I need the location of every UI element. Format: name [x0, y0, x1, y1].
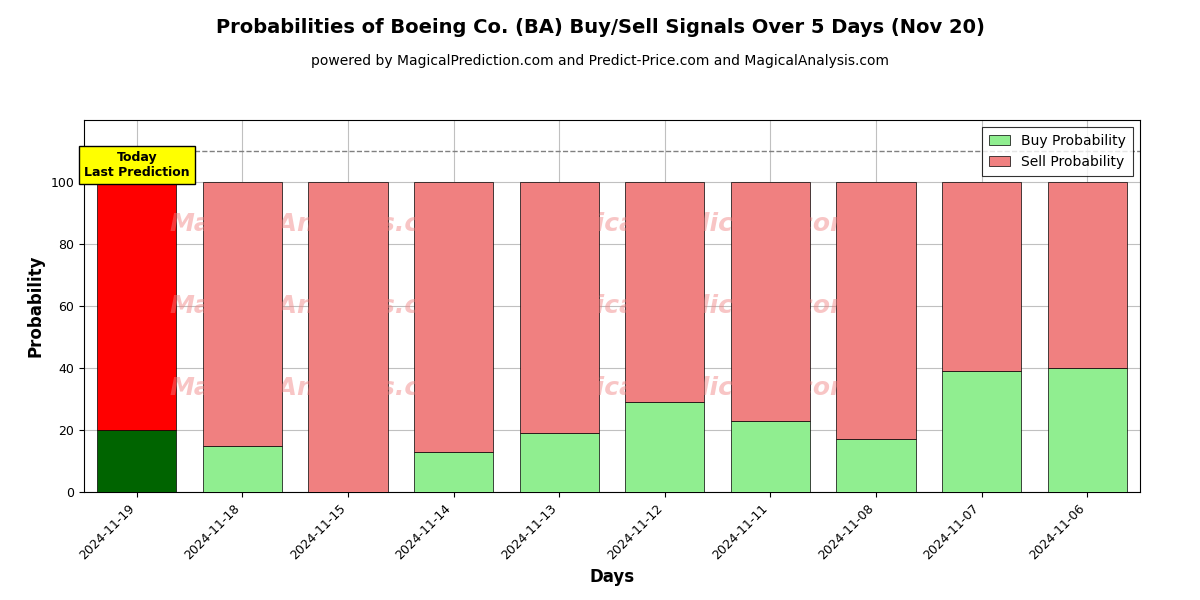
Bar — [942, 371, 1021, 492]
X-axis label: Days: Days — [589, 568, 635, 586]
Y-axis label: Probability: Probability — [26, 255, 44, 357]
Bar — [203, 445, 282, 492]
Text: MagicalAnalysis.com: MagicalAnalysis.com — [169, 294, 463, 318]
Bar — [836, 439, 916, 492]
Bar — [836, 182, 916, 439]
Bar — [97, 182, 176, 430]
Text: Probabilities of Boeing Co. (BA) Buy/Sell Signals Over 5 Days (Nov 20): Probabilities of Boeing Co. (BA) Buy/Sel… — [216, 18, 984, 37]
Bar — [203, 182, 282, 445]
Legend: Buy Probability, Sell Probability: Buy Probability, Sell Probability — [983, 127, 1133, 176]
Bar — [520, 182, 599, 433]
Bar — [942, 182, 1021, 371]
Bar — [97, 430, 176, 492]
Bar — [414, 182, 493, 452]
Bar — [625, 402, 704, 492]
Bar — [1048, 368, 1127, 492]
Text: MagicalAnalysis.com: MagicalAnalysis.com — [169, 212, 463, 236]
Text: powered by MagicalPrediction.com and Predict-Price.com and MagicalAnalysis.com: powered by MagicalPrediction.com and Pre… — [311, 54, 889, 68]
Bar — [1048, 182, 1127, 368]
Text: MagicalPrediction.com: MagicalPrediction.com — [536, 376, 857, 400]
Bar — [308, 182, 388, 492]
Bar — [731, 421, 810, 492]
Bar — [520, 433, 599, 492]
Bar — [625, 182, 704, 402]
Text: MagicalPrediction.com: MagicalPrediction.com — [536, 294, 857, 318]
Text: MagicalPrediction.com: MagicalPrediction.com — [536, 212, 857, 236]
Text: Today
Last Prediction: Today Last Prediction — [84, 151, 190, 179]
Bar — [414, 452, 493, 492]
Bar — [731, 182, 810, 421]
Text: MagicalAnalysis.com: MagicalAnalysis.com — [169, 376, 463, 400]
